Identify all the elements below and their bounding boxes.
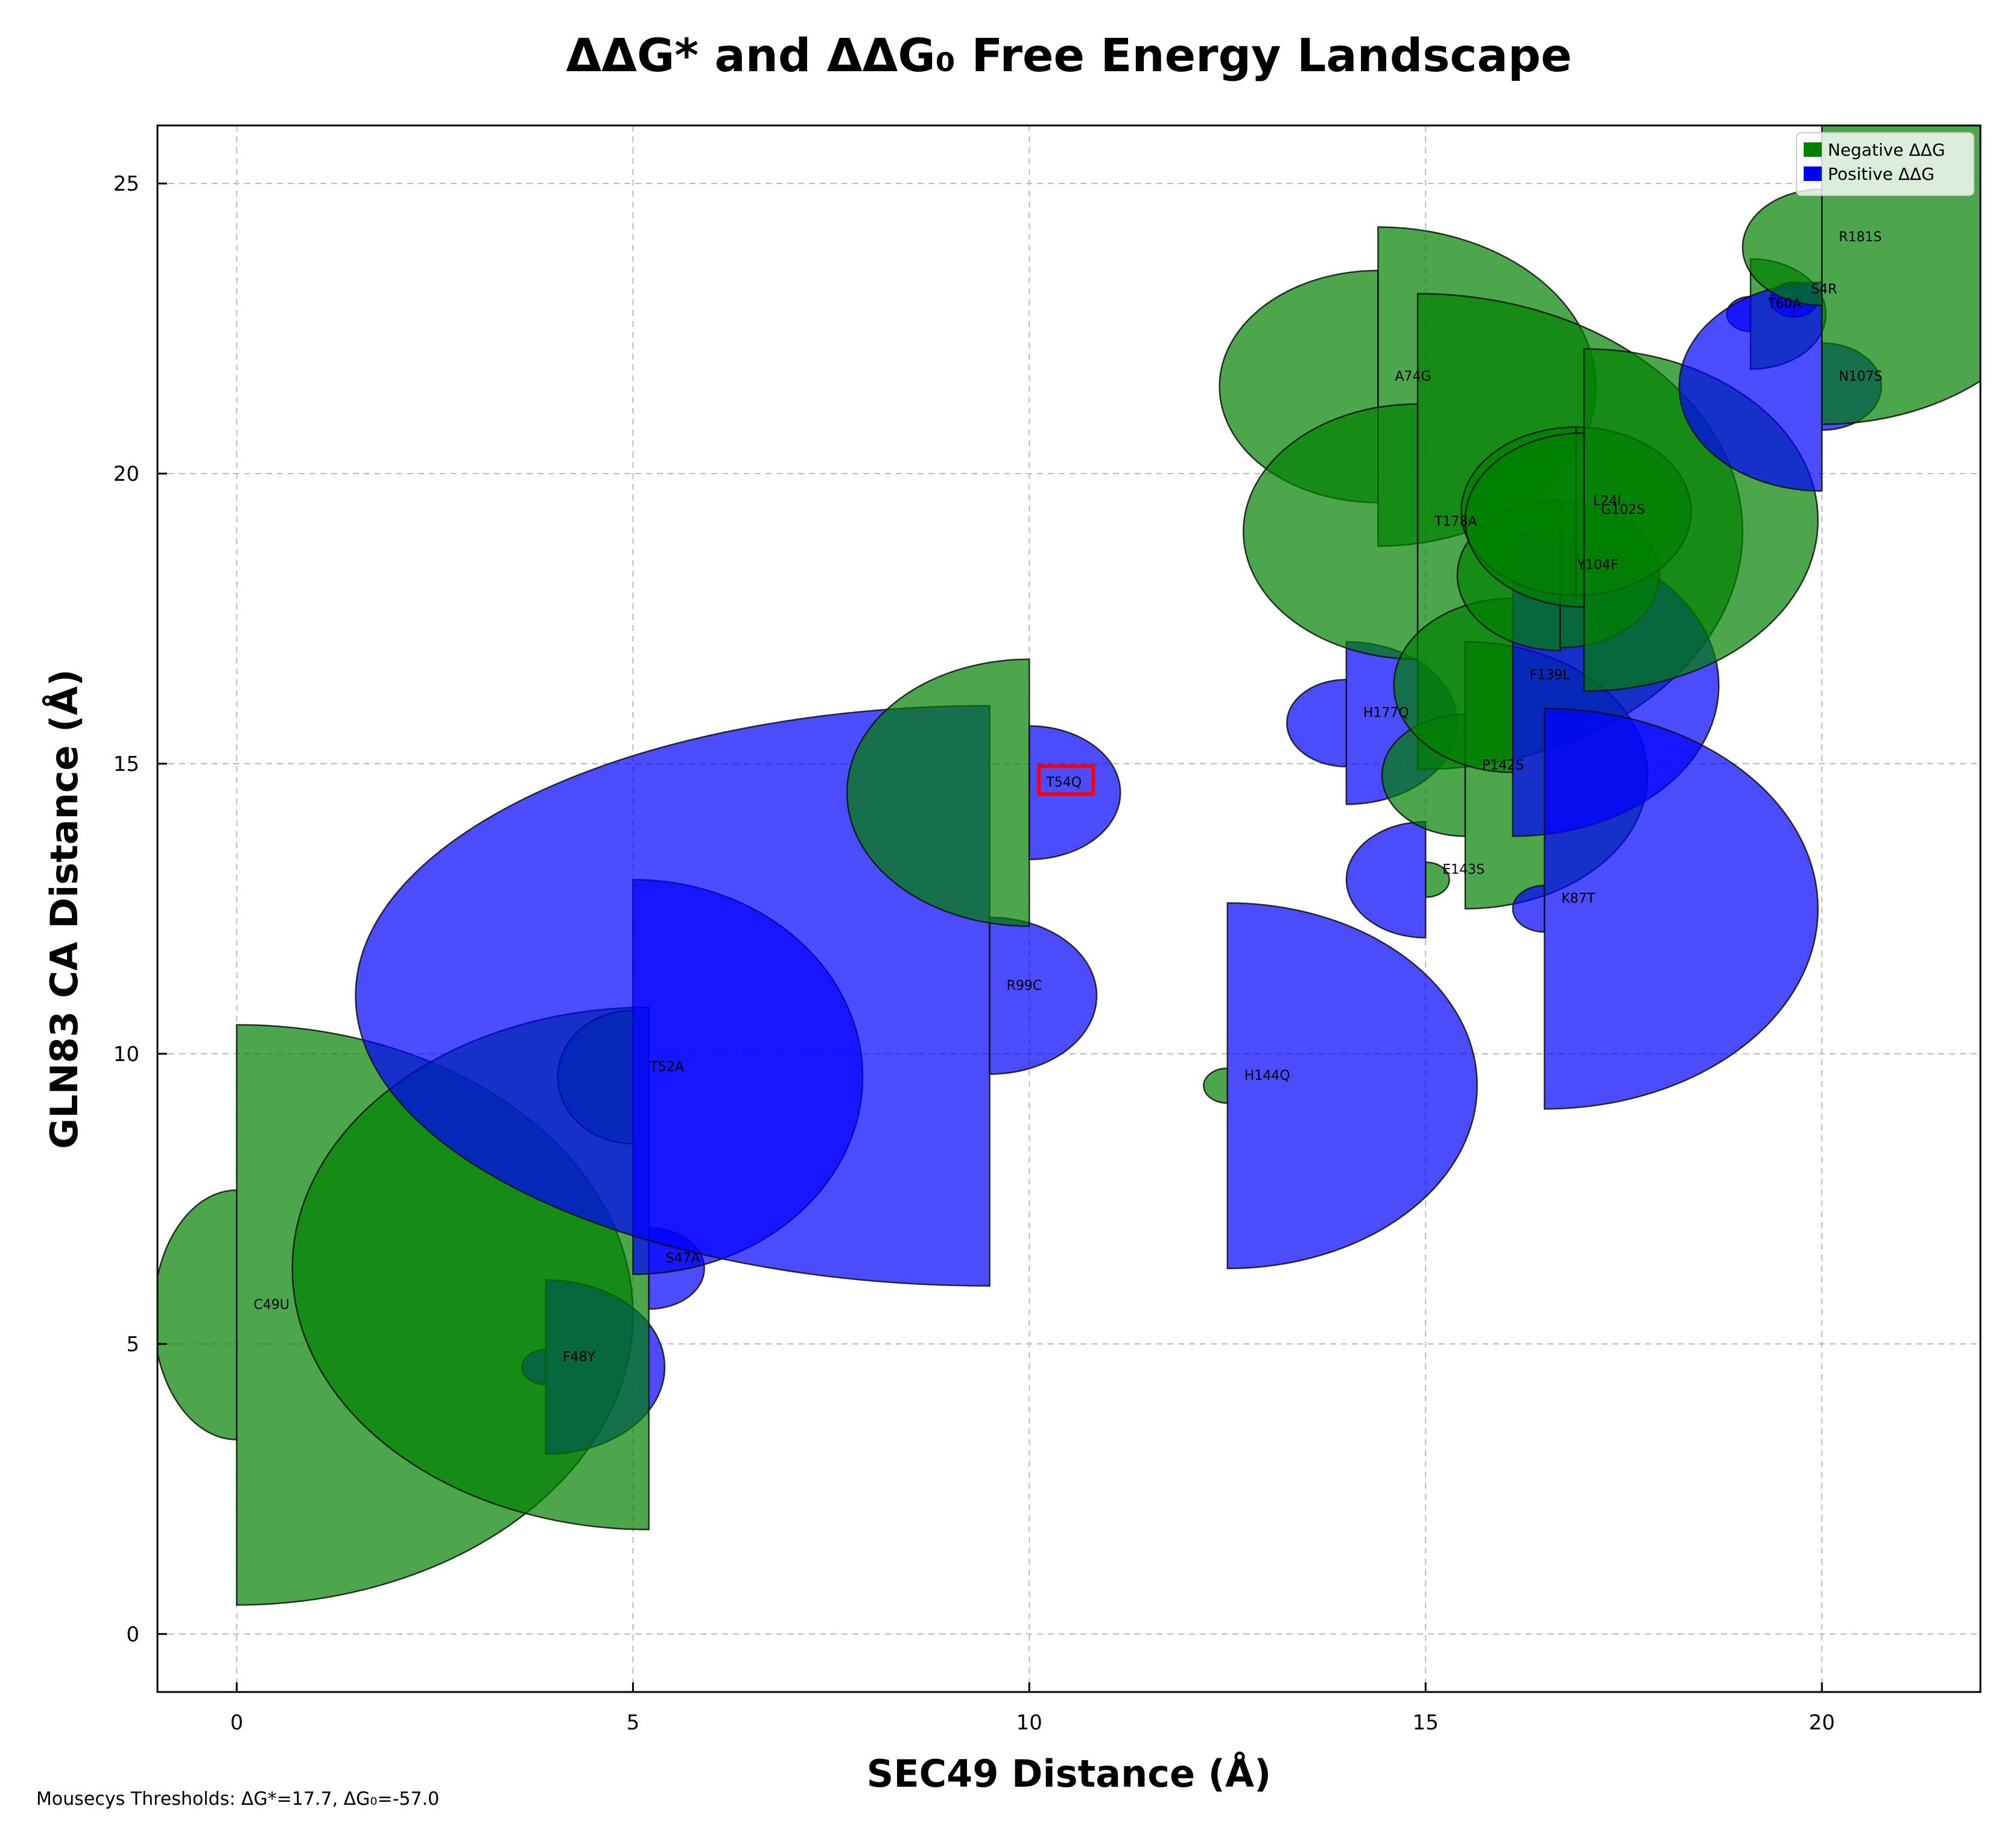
- x-tick-label: 20: [1809, 1711, 1835, 1735]
- threshold-footnote: Mousecys Thresholds: ΔG*=17.7, ΔG₀=-57.0: [36, 1789, 439, 1810]
- point-label-p142s: P142S: [1482, 758, 1524, 773]
- chart-title: ΔΔG* and ΔΔG₀ Free Energy Landscape: [566, 28, 1572, 82]
- highlight-box: [1037, 764, 1095, 796]
- legend-swatch-positive: [1804, 166, 1822, 181]
- point-label-s4r: S4R: [1811, 282, 1837, 297]
- half-ellipse-right-e143s: [1425, 861, 1450, 898]
- point-label-n107s: N107S: [1839, 369, 1882, 384]
- x-tick-label: 5: [627, 1711, 640, 1735]
- y-tick-label: 25: [113, 172, 139, 196]
- point-label-a74g: A74G: [1395, 369, 1431, 384]
- legend-label-positive: Positive ΔΔG: [1828, 164, 1935, 184]
- axis-ticks: 0 5 10 15 20 0 5 10 15 20 25: [113, 172, 1835, 1735]
- point-label-f139l: F139L: [1530, 668, 1571, 683]
- half-ellipse-left-c49u: [157, 1189, 238, 1440]
- y-tick-label: 20: [113, 462, 139, 486]
- x-tick-label: 10: [1016, 1711, 1042, 1735]
- point-label-l24i: L24I: [1593, 494, 1621, 509]
- half-ellipse-left-g102s: [1464, 432, 1585, 608]
- half-ellipse-left-h177q: [1286, 679, 1348, 768]
- half-ellipse-left-n107s: [1678, 281, 1823, 492]
- y-tick-label: 5: [126, 1332, 139, 1357]
- data-labels: C49U F48Y S47A T52A R99C T54Q H144Q H177Q E143S A…: [253, 230, 1882, 1364]
- point-label-s47a: S47A: [666, 1251, 700, 1266]
- point-label-e143s: E143S: [1442, 862, 1485, 877]
- half-ellipse-right-k87t: [1544, 708, 1819, 1110]
- half-ellipse-right-r181s: [1821, 125, 1980, 425]
- half-ellipse-right-h144q: [1226, 902, 1478, 1270]
- x-axis-label: SEC49 Distance (Å): [867, 1752, 1272, 1796]
- point-label-g102s: G102S: [1601, 502, 1645, 518]
- half-ellipse-right-r99c: [989, 916, 1098, 1075]
- half-ellipse-left-k87t: [1512, 884, 1545, 933]
- legend-label-negative: Negative ΔΔG: [1828, 140, 1945, 160]
- point-label-h144q: H144Q: [1244, 1068, 1290, 1083]
- point-label-k87t: K87T: [1561, 892, 1595, 907]
- legend: Negative ΔΔG Positive ΔΔG: [1796, 132, 1974, 196]
- point-label-y104f: Y104F: [1577, 557, 1618, 572]
- point-label-r99c: R99C: [1007, 978, 1042, 993]
- point-label-r181s: R181S: [1839, 230, 1881, 245]
- legend-box: [1796, 132, 1974, 196]
- data-marks: [157, 125, 1980, 1605]
- point-label-t54q: T54Q: [1045, 775, 1082, 790]
- point-label-t60a: T60A: [1767, 297, 1801, 312]
- y-axis-label: GLN83 CA Distance (Å): [42, 669, 86, 1149]
- point-label-c49u: C49U: [253, 1298, 289, 1313]
- half-ellipse-left-t178a: [1243, 403, 1419, 661]
- y-tick-label: 0: [126, 1623, 139, 1647]
- plot-frame: [156, 124, 1982, 1693]
- y-tick-label: 15: [113, 752, 139, 776]
- point-label-t52a: T52A: [649, 1059, 683, 1074]
- half-ellipse-left-r181s: [1742, 188, 1823, 306]
- point-label-f48y: F48Y: [563, 1349, 596, 1364]
- half-ellipse-left-t54q: [846, 658, 1030, 927]
- point-label-h177q: H177Q: [1363, 706, 1409, 721]
- half-ellipse-left-h144q: [1203, 1067, 1229, 1104]
- half-ellipse-left-f139l: [1394, 598, 1513, 773]
- legend-swatch-negative: [1804, 142, 1822, 157]
- half-ellipse-left-r99c: [355, 706, 989, 1286]
- point-label-t178a: T178A: [1434, 514, 1477, 529]
- y-tick-label: 10: [113, 1042, 139, 1066]
- half-ellipse-left-e143s: [1345, 820, 1427, 939]
- x-tick-label: 15: [1413, 1711, 1439, 1735]
- x-tick-label: 0: [230, 1711, 244, 1735]
